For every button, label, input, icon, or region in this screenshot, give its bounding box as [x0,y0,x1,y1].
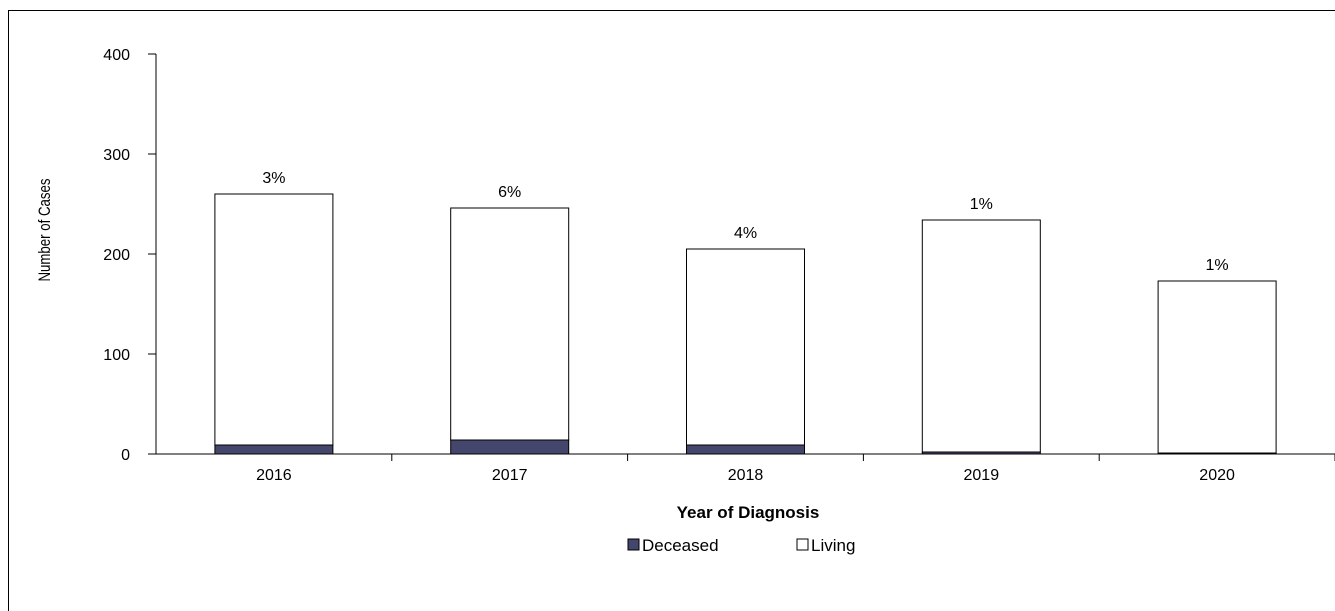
bar-living-2019 [921,219,1041,453]
x-tick-label: 2018 [728,467,764,484]
bar-living-2018 [686,248,805,446]
x-tick-label: 2016 [256,467,292,484]
y-tick-label: 100 [103,347,130,364]
x-tick-label: 2017 [492,467,528,484]
data-label: 4% [734,225,757,242]
legend-swatch-living [796,538,809,551]
bar-living-2016 [214,193,334,446]
data-label: 1% [1206,257,1229,274]
bar-deceased-2018 [686,444,805,455]
data-label: 3% [262,170,285,187]
y-axis-title: Number of Cases [36,178,55,281]
y-tick-label: 0 [121,447,130,464]
y-tick-label: 200 [103,247,130,264]
legend-label-deceased: Deceased [642,536,719,555]
x-axis-title: Year of Diagnosis [677,503,820,522]
bar-living-2020 [1157,280,1277,454]
legend-swatch-deceased [627,538,640,551]
data-labels: 3% 6% 4% 1% 1% [262,170,1228,274]
x-tick-label: 2020 [1199,467,1235,484]
bar-deceased-2016 [214,444,334,455]
data-label: 6% [498,184,521,201]
chart-frame [8,10,1335,611]
data-label: 1% [970,196,993,213]
legend-label-living: Living [811,536,855,555]
bar-deceased-2017 [450,439,570,455]
y-tick-label: 400 [103,47,130,64]
y-tick-label: 300 [103,147,130,164]
bars [214,193,1277,455]
legend: Deceased Living [627,536,855,555]
x-tick-label: 2019 [964,467,1000,484]
bar-living-2017 [450,207,570,441]
